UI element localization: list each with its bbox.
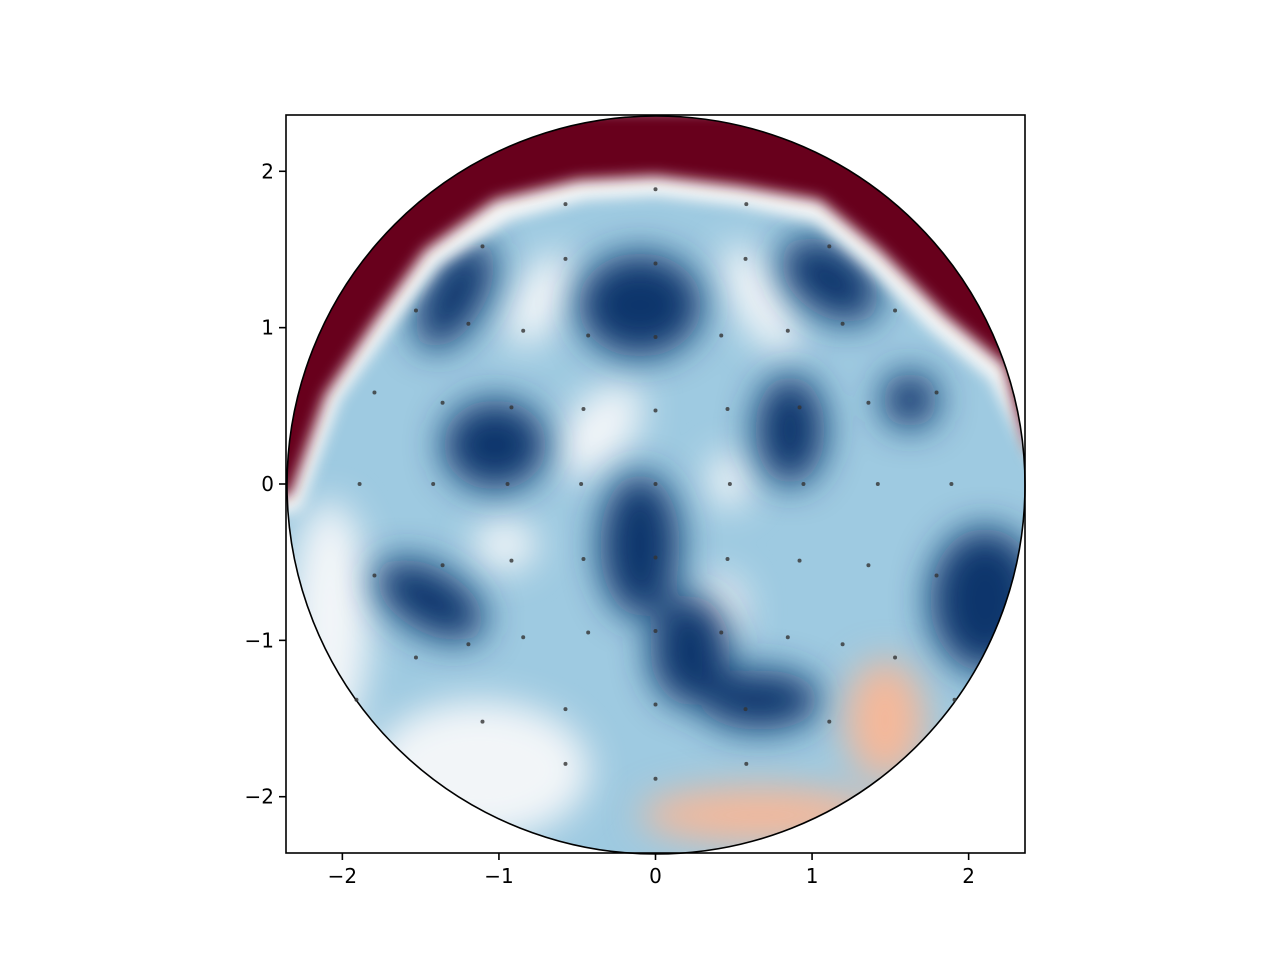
sensor-point	[480, 719, 485, 724]
sensor-point	[413, 655, 418, 660]
x-tick-label: −2	[328, 864, 357, 888]
sensor-point	[653, 335, 658, 340]
sensor-point	[440, 400, 445, 405]
sensor-point	[413, 308, 418, 313]
sensor-point	[949, 482, 954, 486]
sensor-point	[743, 707, 748, 712]
sensor-point	[866, 563, 871, 568]
sensor-point	[743, 256, 748, 261]
sensor-point	[653, 555, 658, 560]
sensor-point	[653, 261, 658, 266]
y-tick-label: −1	[245, 628, 274, 652]
sensor-point	[563, 256, 568, 261]
sensor-point	[827, 719, 832, 724]
sensor-point	[934, 573, 939, 578]
sensor-point	[840, 321, 845, 326]
sensor-point	[354, 697, 359, 702]
y-tick-label: 2	[261, 159, 274, 183]
sensor-point	[521, 328, 526, 333]
sensor-point	[653, 702, 658, 707]
sensor-point	[586, 630, 591, 635]
sensor-point	[466, 321, 471, 326]
sensor-point	[563, 707, 568, 712]
sensor-point	[893, 308, 898, 313]
sensor-point	[866, 400, 871, 405]
sensor-point	[719, 333, 724, 338]
sensor-point	[563, 761, 568, 766]
sensor-point	[579, 482, 584, 486]
y-tick-label: 1	[261, 316, 274, 340]
x-tick-label: 1	[806, 864, 819, 888]
sensor-point	[744, 761, 749, 766]
sensor-point	[727, 482, 732, 486]
x-tick-label: 2	[962, 864, 975, 888]
sensor-point	[480, 244, 485, 249]
sensor-point	[785, 328, 790, 333]
sensor-point	[521, 635, 526, 640]
sensor-point	[840, 642, 845, 647]
sensor-point	[586, 333, 591, 338]
sensor-point	[797, 405, 802, 410]
sensor-point	[653, 187, 658, 192]
sensor-point	[466, 642, 471, 647]
y-tick-label: 0	[261, 472, 274, 496]
sensor-point	[719, 630, 724, 635]
sensor-point	[372, 390, 377, 395]
sensor-point	[744, 202, 749, 207]
sensor-point	[357, 482, 362, 486]
sensor-point	[827, 244, 832, 249]
sensor-point	[801, 482, 806, 486]
sensor-point	[934, 390, 939, 395]
sensor-point	[372, 573, 377, 578]
sensor-point	[563, 202, 568, 207]
sensor-point	[653, 776, 658, 781]
sensor-point	[509, 405, 514, 410]
sensor-point	[893, 655, 898, 660]
sensor-point	[581, 557, 586, 562]
x-tick-label: −1	[484, 864, 513, 888]
sensor-point	[431, 482, 436, 486]
sensor-point	[952, 697, 957, 702]
x-tick-label: 0	[649, 864, 662, 888]
sensor-point	[581, 406, 586, 411]
sensor-point	[875, 482, 880, 486]
sensor-point	[653, 408, 658, 413]
sensor-point	[509, 558, 514, 563]
sensor-point	[725, 557, 730, 562]
sensor-point	[725, 406, 730, 411]
sensor-point	[785, 635, 790, 640]
heatmap	[287, 116, 1025, 854]
sensor-point	[505, 482, 510, 486]
sensor-point	[653, 482, 658, 486]
sensor-point	[653, 628, 658, 633]
sensor-point	[797, 558, 802, 563]
y-tick-label: −2	[245, 785, 274, 809]
sensor-point	[440, 563, 445, 568]
